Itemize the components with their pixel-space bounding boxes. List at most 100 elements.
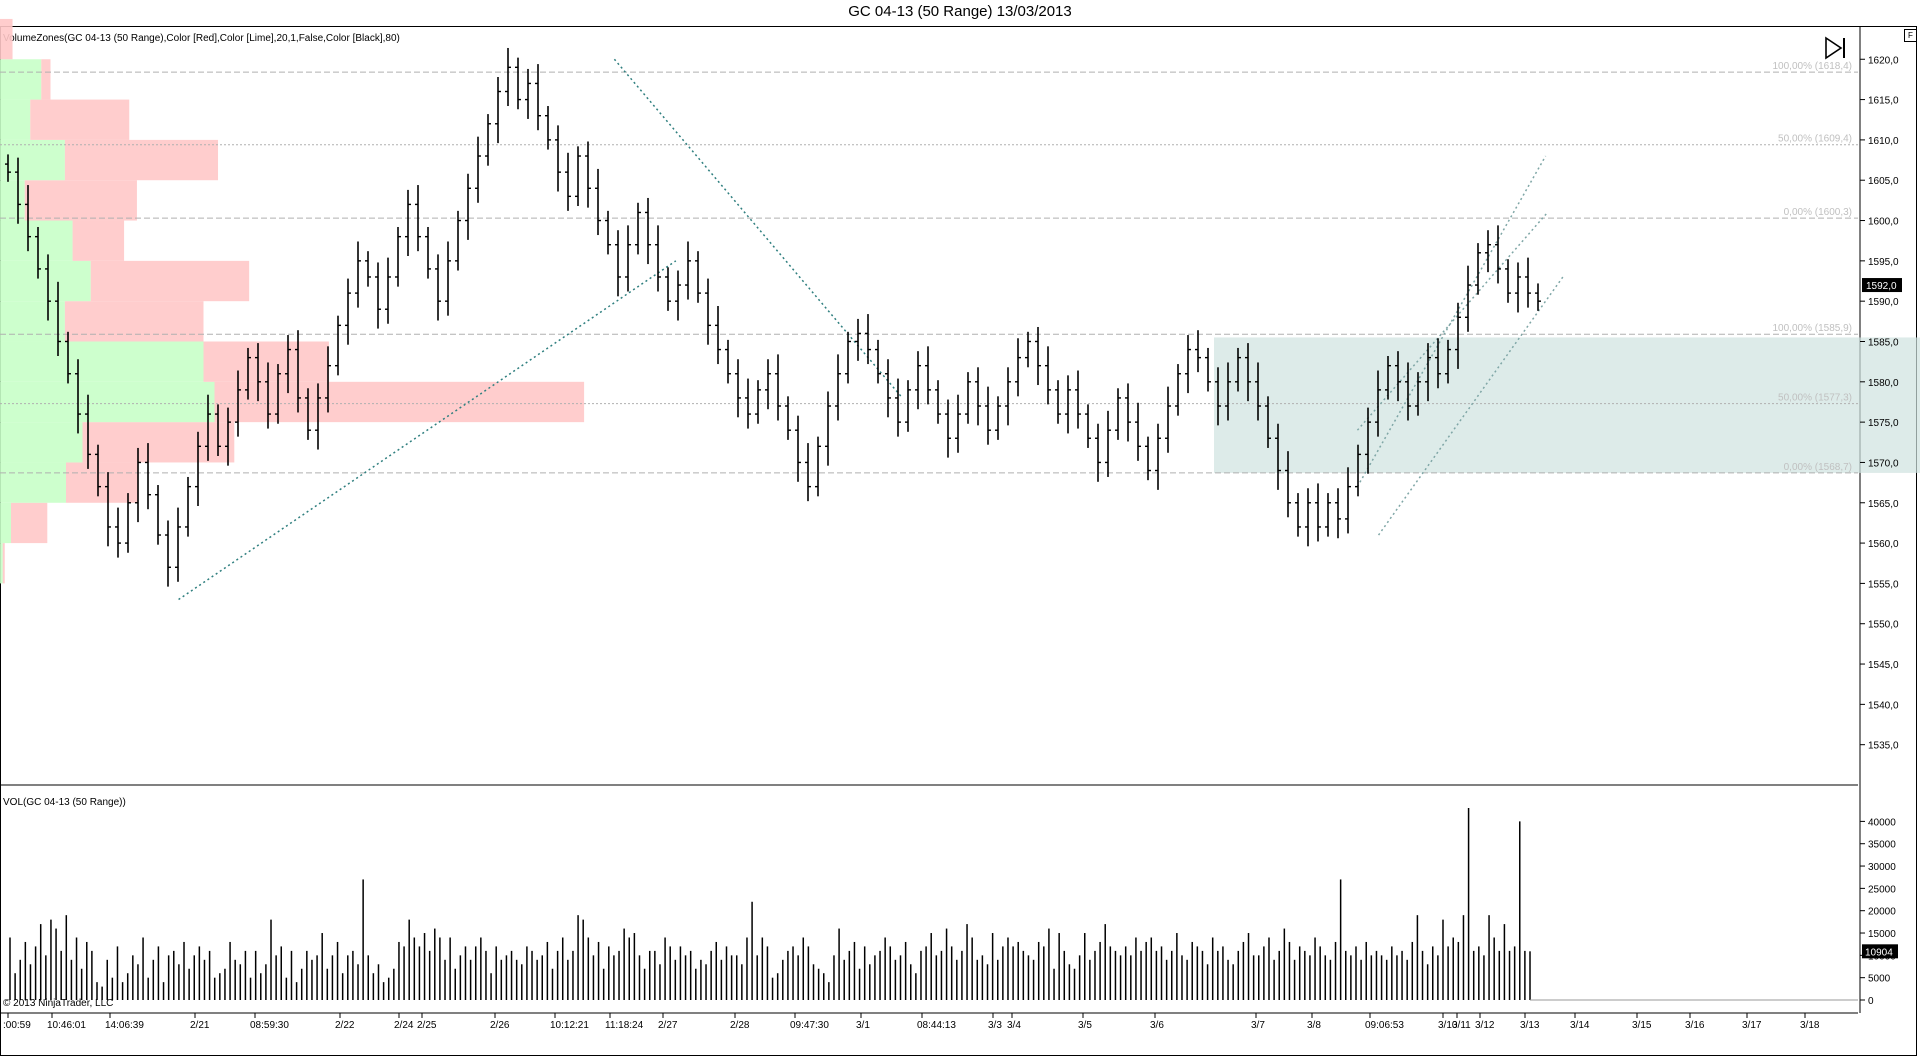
price-bar: [695, 251, 701, 303]
x-axis-tick-label: 2/28: [730, 1020, 750, 1031]
scroll-to-end-icon[interactable]: [1823, 35, 1849, 61]
price-bar: [165, 520, 171, 587]
price-bar: [425, 226, 431, 279]
x-axis-tick-label: 2/26: [490, 1020, 510, 1031]
volume-axis-tick-label: 20000: [1868, 907, 1896, 918]
x-axis-tick-label: 11:18:24: [605, 1020, 644, 1031]
x-axis-tick-label: 3/12: [1475, 1020, 1495, 1031]
price-bar: [875, 339, 881, 384]
volume-axis-tick-label: 40000: [1868, 817, 1896, 828]
fib-level-label: 0,00% (1600,3): [1784, 207, 1852, 218]
price-bar: [1405, 362, 1411, 421]
price-bar: [475, 136, 481, 203]
price-axis-tick-label: 1605,0: [1868, 176, 1899, 187]
price-bar: [205, 394, 211, 461]
price-bar: [1375, 370, 1381, 437]
price-bar: [275, 364, 281, 424]
price-bar: [1395, 351, 1401, 402]
price-axis-tick-label: 1570,0: [1868, 458, 1899, 469]
price-bar: [1465, 265, 1471, 332]
price-bar: [235, 370, 241, 437]
price-bar: [1245, 343, 1251, 402]
price-bar: [1055, 380, 1061, 424]
price-bar: [1445, 339, 1451, 384]
volume-zone-buy: [0, 180, 25, 221]
x-axis-tick-label: 3/1: [856, 1020, 870, 1031]
price-bar: [1175, 364, 1181, 416]
price-bar: [35, 226, 41, 279]
price-bar: [1155, 423, 1161, 490]
fib-level-label: 100,00% (1618,4): [1772, 61, 1852, 72]
price-bar: [765, 359, 771, 410]
price-bar: [95, 444, 101, 497]
price-bar: [575, 146, 581, 207]
x-axis-tick-label: 3/11: [1452, 1020, 1471, 1031]
price-bar: [305, 388, 311, 440]
price-bar: [545, 106, 551, 150]
volume-zone-sell: [2, 543, 5, 584]
price-bar: [1505, 259, 1511, 303]
price-bar: [515, 57, 521, 110]
price-bar: [785, 396, 791, 440]
panel-f-button[interactable]: F: [1904, 29, 1917, 42]
price-bar: [775, 354, 781, 421]
x-axis-tick-label: 2/21: [190, 1020, 210, 1031]
price-bar: [815, 436, 821, 497]
volume-zone-buy: [0, 301, 65, 342]
price-bar: [215, 404, 221, 456]
price-bar: [1475, 243, 1481, 295]
price-bar: [145, 443, 151, 510]
volume-zone-buy: [0, 381, 215, 423]
x-axis-tick-label: 2/27: [658, 1020, 678, 1031]
price-bar: [1085, 404, 1091, 448]
volume-zone-buy: [0, 59, 42, 100]
price-bar: [645, 197, 651, 265]
price-bar: [825, 391, 831, 466]
price-bar: [295, 330, 301, 413]
price-axis-tick-label: 1575,0: [1868, 418, 1899, 429]
price-bar: [1425, 343, 1431, 402]
price-axis-tick-label: 1555,0: [1868, 579, 1899, 590]
price-axis-tick-label: 1595,0: [1868, 257, 1899, 268]
x-axis-tick-label: 3/4: [1007, 1020, 1021, 1031]
price-bar: [1235, 347, 1241, 392]
price-bar: [1525, 257, 1531, 308]
x-axis-tick-label: 3/5: [1078, 1020, 1092, 1031]
price-bar: [25, 185, 31, 252]
price-bar: [1075, 370, 1081, 429]
price-bar: [595, 168, 601, 236]
last-price-tag: [1862, 278, 1902, 293]
price-bar: [805, 443, 811, 502]
price-bar: [855, 318, 861, 361]
price-bar: [495, 76, 501, 144]
trendline: [1356, 155, 1547, 488]
price-bar: [555, 125, 561, 192]
copyright-text: © 2013 NinjaTrader, LLC: [3, 998, 114, 1009]
price-axis-tick-label: 1560,0: [1868, 539, 1899, 550]
price-bar: [885, 359, 891, 418]
price-bar: [925, 346, 931, 405]
volume-zone-buy: [0, 502, 11, 544]
price-bar: [1035, 326, 1041, 386]
price-bar: [995, 396, 1001, 440]
volume-zone-sell: [82, 422, 235, 463]
price-bar: [75, 359, 81, 434]
price-bar: [845, 331, 851, 384]
price-bar: [685, 241, 691, 300]
x-axis-tick-label: 2/22: [335, 1020, 355, 1031]
chart-window-title: GC 04-13 (50 Range) 13/03/2013: [848, 3, 1072, 20]
volume-zone-sell: [30, 99, 130, 140]
fib-level-label: 0,00% (1568,7): [1784, 462, 1852, 473]
price-bar: [735, 359, 741, 418]
price-bar: [1325, 493, 1331, 537]
x-axis-tick-label: 3/16: [1685, 1020, 1705, 1031]
price-bar: [675, 270, 681, 321]
price-bar: [615, 230, 621, 297]
price-bar: [45, 254, 51, 321]
price-bar: [355, 241, 361, 308]
volume-zone-buy: [0, 462, 66, 503]
price-bar: [1265, 396, 1271, 448]
volume-axis-tick-label: 35000: [1868, 840, 1896, 851]
price-bar: [155, 485, 161, 545]
